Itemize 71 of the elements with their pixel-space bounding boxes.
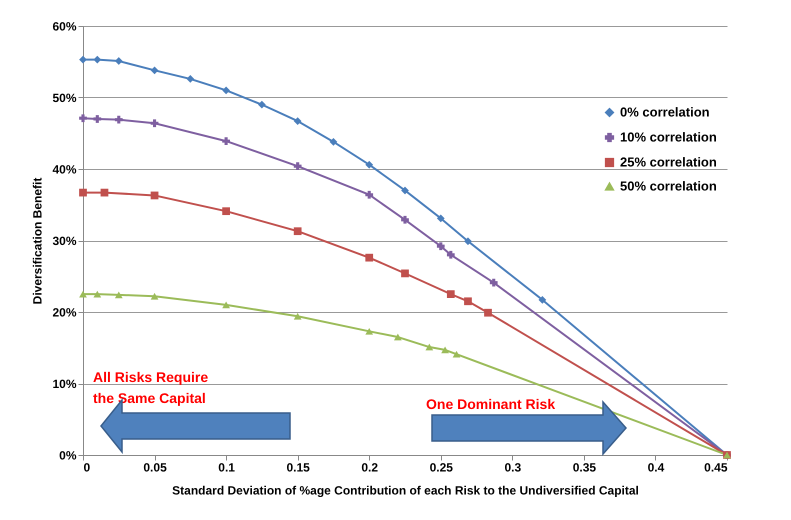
y-tick-label: 30%	[52, 234, 77, 248]
y-tick-label: 40%	[52, 162, 77, 176]
point	[150, 292, 158, 300]
point	[401, 270, 409, 278]
point	[394, 334, 402, 340]
point	[100, 188, 108, 196]
x-tick-label: 0.05	[143, 460, 168, 474]
x-tick-label: 0.45	[704, 460, 728, 474]
point	[464, 237, 472, 246]
point	[150, 119, 158, 128]
x-axis-title: Standard Deviation of %age Contribution of each Risk to the Undiversified Capital	[172, 484, 639, 498]
point	[425, 344, 434, 350]
legend-label: 50% correlation	[620, 178, 717, 194]
point	[365, 254, 374, 262]
point	[93, 290, 102, 298]
point	[79, 188, 87, 196]
point	[114, 291, 123, 298]
point	[222, 137, 230, 145]
point	[186, 75, 194, 83]
point	[114, 116, 123, 124]
x-tick-label: 0.3	[504, 460, 522, 474]
point	[79, 56, 87, 64]
point	[365, 160, 374, 169]
point	[446, 290, 455, 298]
x-tick-label: 0.25	[430, 460, 454, 474]
point	[294, 162, 302, 170]
point	[114, 57, 123, 65]
point	[150, 192, 158, 200]
y-tick-label: 20%	[52, 306, 77, 320]
legend-label: 25% correlation	[620, 154, 717, 170]
point	[79, 290, 87, 298]
x-tick-label: 0.1	[218, 460, 236, 474]
point	[258, 100, 266, 109]
legend-label: 10% correlation	[620, 130, 717, 144]
y-tick-label: 50%	[52, 91, 77, 105]
point	[452, 350, 460, 358]
point	[222, 207, 230, 216]
point	[401, 216, 409, 224]
x-tick-label: 0.15	[286, 460, 310, 474]
x-tick-label: 0.4	[648, 460, 665, 474]
x-tick-label: 0.35	[572, 460, 596, 474]
annotation: One Dominant Risk	[426, 396, 556, 412]
point	[401, 186, 409, 194]
point	[294, 227, 302, 236]
x-tick-label: 0.2	[361, 460, 378, 474]
point	[222, 86, 230, 94]
point	[294, 312, 302, 320]
point	[365, 190, 374, 199]
point	[150, 66, 158, 74]
point	[464, 297, 472, 306]
legend-label: 0% correlation	[620, 104, 710, 120]
annotation: All Risks Require the Same Capital	[93, 369, 208, 406]
y-tick-label: 0%	[59, 448, 77, 462]
point	[294, 117, 302, 125]
point	[93, 115, 102, 123]
point	[441, 346, 449, 354]
point	[538, 296, 546, 304]
point	[93, 56, 102, 64]
point	[365, 328, 374, 335]
y-tick-label: 60%	[52, 20, 77, 34]
point	[484, 308, 492, 317]
point	[490, 278, 498, 287]
point	[436, 242, 445, 250]
x-tick-label: 0	[84, 460, 90, 474]
point	[446, 250, 455, 259]
point	[79, 114, 87, 122]
point	[330, 138, 338, 146]
point	[222, 301, 230, 308]
y-tick-label: 10%	[52, 377, 77, 391]
y-axis-title: Diversification Benefit	[30, 178, 44, 304]
point	[436, 214, 445, 222]
